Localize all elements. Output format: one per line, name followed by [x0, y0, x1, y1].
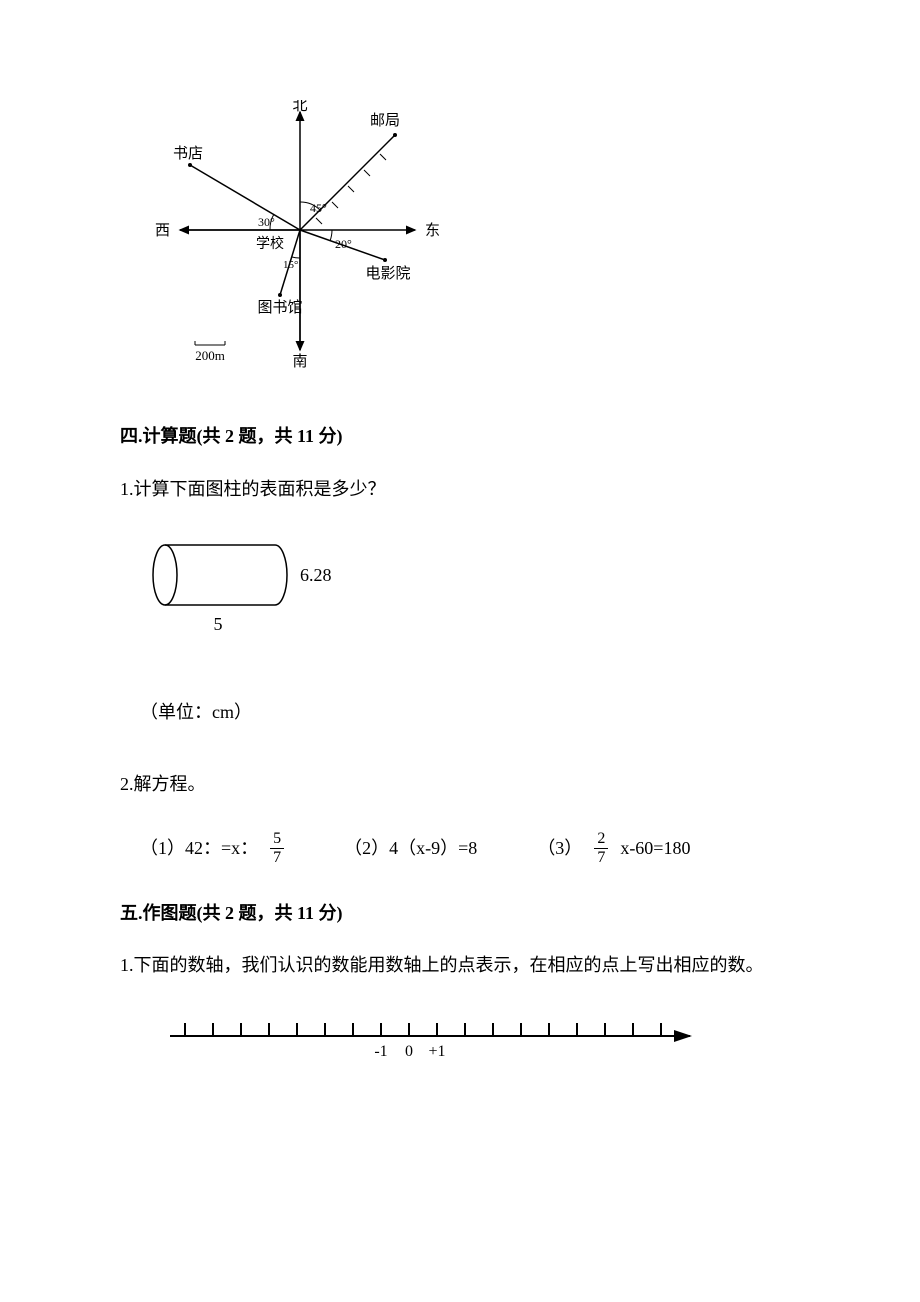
cylinder-width-label: 5 [214, 614, 223, 634]
eq3-suffix: x-60=180 [620, 832, 690, 864]
number-line-svg: -1 0 +1 [150, 1011, 710, 1071]
label-south: 南 [292, 353, 307, 370]
tick-group [185, 1023, 661, 1036]
label-school: 学校 [256, 235, 284, 252]
eq3-prefix: （3） [537, 832, 582, 864]
equations-row: （1）42：=x： 5 7 （2）4（x-9）=8 （3） 2 7 x-60=1… [140, 830, 800, 866]
section-4-q1: 1.计算下面图柱的表面积是多少？ [120, 473, 800, 505]
equation-2: （2）4（x-9）=8 [344, 832, 477, 864]
compass-diagram: 北 南 东 西 邮局 书店 学校 电影院 图书馆 30° 45° 20° 15°… [140, 100, 800, 380]
section-4-q2: 2.解方程。 [120, 768, 800, 800]
numline-neg1: -1 [374, 1043, 387, 1060]
section-5-q1: 1.下面的数轴，我们认识的数能用数轴上的点表示，在相应的点上写出相应的数。 [120, 949, 800, 981]
eq1-num: 5 [270, 830, 284, 849]
label-west: 西 [155, 223, 170, 239]
section-4-header: 四.计算题(共 2 题，共 11 分) [120, 420, 800, 452]
cylinder-unit-note: （单位：cm） [140, 696, 800, 728]
equation-3: （3） 2 7 x-60=180 [537, 830, 690, 866]
eq1-prefix: （1）42：=x： [140, 832, 258, 864]
label-north: 北 [292, 100, 307, 114]
eq1-fraction: 5 7 [270, 830, 284, 866]
numline-pos1: +1 [428, 1043, 445, 1060]
label-cinema: 电影院 [365, 264, 410, 282]
scale-label: 200m [195, 348, 225, 363]
label-bookstore: 书店 [173, 145, 203, 162]
eq2-text: （2）4（x-9）=8 [344, 832, 477, 864]
eq3-fraction: 2 7 [594, 830, 608, 866]
label-east: 东 [425, 222, 440, 239]
angle-postoffice: 45° [310, 201, 327, 215]
cylinder-svg: 6.28 5 [140, 535, 360, 645]
cylinder-height-label: 6.28 [300, 565, 332, 585]
eq1-den: 7 [270, 849, 284, 867]
compass-svg: 北 南 东 西 邮局 书店 学校 电影院 图书馆 30° 45° 20° 15°… [140, 100, 440, 370]
angle-bookstore: 30° [258, 215, 275, 229]
equation-1: （1）42：=x： 5 7 [140, 830, 284, 866]
cylinder-diagram: 6.28 5 [140, 535, 800, 655]
number-line-diagram: -1 0 +1 [150, 1011, 800, 1081]
angle-cinema: 20° [335, 237, 352, 251]
eq3-num: 2 [594, 830, 608, 849]
section-5-header: 五.作图题(共 2 题，共 11 分) [120, 897, 800, 929]
numline-zero: 0 [405, 1043, 413, 1060]
angle-library: 15° [283, 259, 298, 271]
eq3-den: 7 [594, 849, 608, 867]
label-library: 图书馆 [257, 299, 302, 316]
label-post-office: 邮局 [370, 112, 400, 129]
